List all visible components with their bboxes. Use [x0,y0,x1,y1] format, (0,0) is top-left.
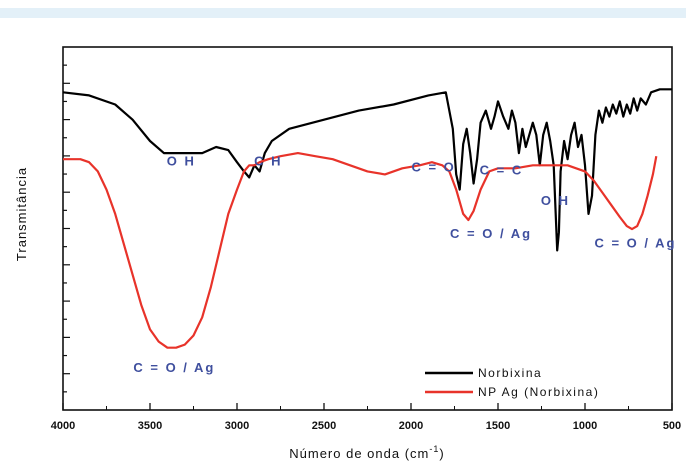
x-tick-label: 2000 [399,420,423,432]
x-axis-ticks: 4000 3500 3000 2500 2000 1500 1000 500 [51,403,681,432]
x-axis-title-close: ) [439,446,444,461]
peak-annotation: C = O / Ag [133,360,215,375]
peak-annotation: C H [254,153,282,168]
y-axis-ticks [63,64,70,393]
x-tick-label: 2500 [312,420,336,432]
x-tick-label: 3500 [138,420,162,432]
top-decorative-band [0,8,686,18]
peak-annotation: C = O / Ag [450,226,532,241]
x-tick-label: 4000 [51,420,75,432]
series-layer [62,88,672,349]
x-tick-label: 3000 [225,420,249,432]
legend: Norbixina NP Ag (Norbixina) [425,366,599,399]
x-axis-title-main: Número de onda (cm [289,446,429,461]
series-line-1 [63,152,658,349]
x-axis-title-superscript: -1 [429,444,439,454]
x-axis-title: Número de onda (cm-1) [289,444,444,461]
series-line-0 [62,88,672,252]
x-tick-label: 500 [663,420,681,432]
annotation-layer: O H C H C = O C = C O H C = O / Ag C = O / Ag C… [133,153,676,375]
x-tick-label: 1500 [486,420,510,432]
peak-annotation: C = C [480,162,524,177]
legend-label-np-ag: NP Ag (Norbixina) [478,385,599,399]
y-axis-title: Transmitância [14,167,29,261]
plot-frame [62,46,673,411]
peak-annotation: O H [167,153,196,168]
legend-label-norbixina: Norbixina [478,366,542,380]
peak-annotation: C = O / Ag [594,235,676,250]
x-tick-label: 1000 [573,420,597,432]
peak-annotation: C = O [411,159,455,174]
peak-annotation: O H [541,193,570,208]
